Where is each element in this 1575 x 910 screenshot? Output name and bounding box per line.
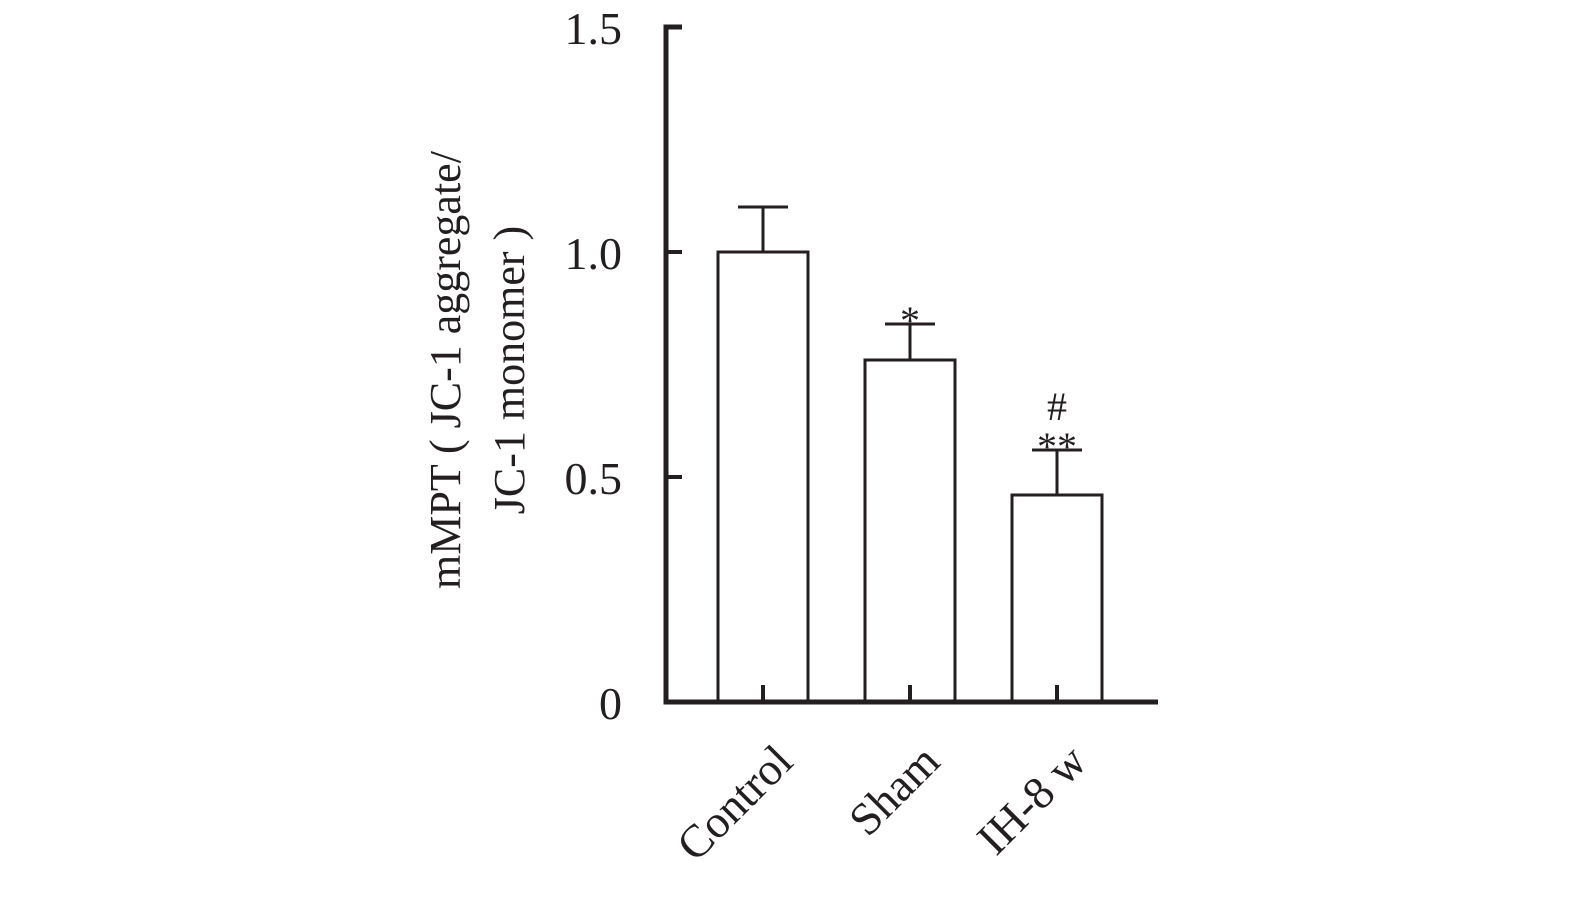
x-ticks-layer	[761, 685, 1059, 702]
bars-layer	[716, 205, 1104, 704]
significance-marker: **	[1037, 424, 1077, 469]
y-axis-title: mMPT ( JC-1 aggregate/ JC-1 monomer )	[421, 150, 534, 589]
axes-frame	[663, 24, 1158, 705]
x-tick-label: Control	[667, 735, 802, 870]
y-axis-title-line-2: JC-1 monomer )	[485, 226, 534, 514]
x-tick-label: IH-8 w	[967, 734, 1097, 864]
significance-marker: #	[1047, 384, 1067, 429]
y-tick-label: 0.5	[565, 453, 623, 504]
y-tick-label: 1.0	[565, 228, 623, 279]
x-tick-label: Sham	[839, 735, 949, 845]
significance-marker: *	[900, 298, 920, 343]
bar-sham	[863, 358, 957, 704]
bar-ih-8-w	[1010, 493, 1104, 704]
y-ticks-layer: 0 0.5 1.0 1.5	[565, 3, 682, 729]
y-tick-label: 1.5	[565, 3, 623, 54]
y-tick-label: 0	[599, 678, 622, 729]
axes-layer	[663, 24, 1158, 705]
bar-control	[716, 250, 810, 704]
y-axis-title-line-1: mMPT ( JC-1 aggregate/	[421, 150, 470, 589]
